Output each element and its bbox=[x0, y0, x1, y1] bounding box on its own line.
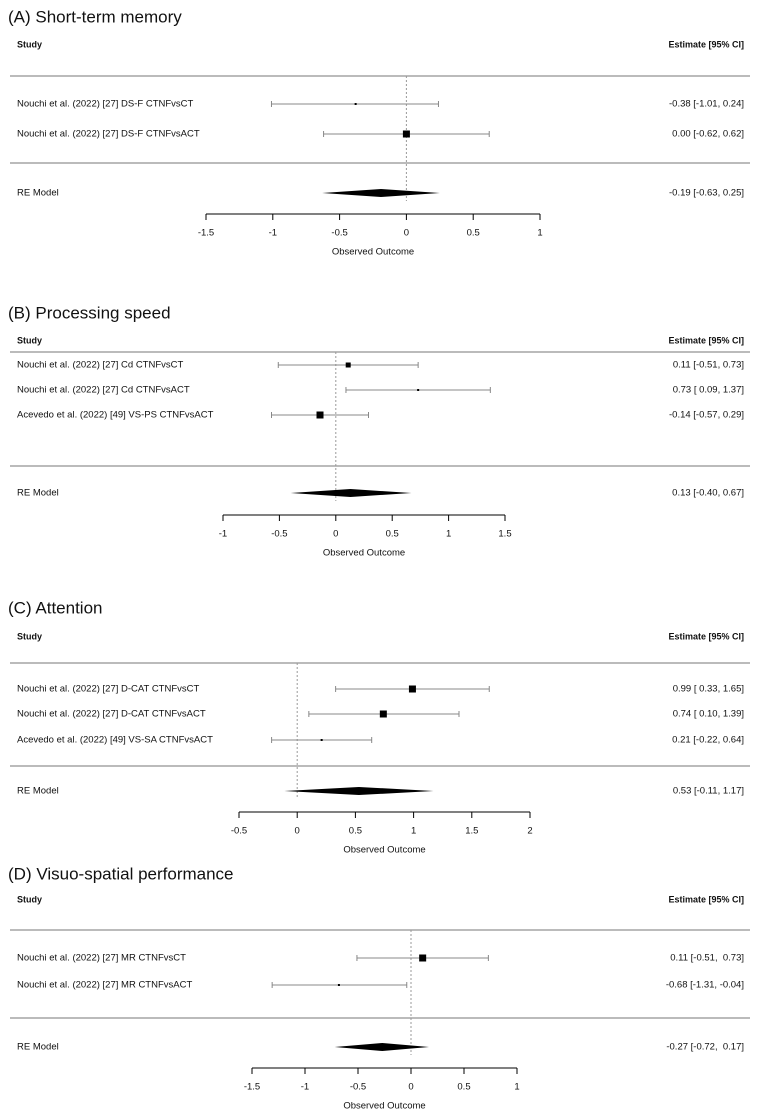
estimate-label: 0.74 [ 0.10, 1.39] bbox=[673, 709, 744, 720]
estimate-square bbox=[402, 130, 410, 138]
x-tick-label: 0.5 bbox=[386, 529, 399, 540]
study-name: Nouchi et al. (2022) [27] MR CTNFvsACT bbox=[17, 980, 192, 991]
summary-label: 0.53 [-0.11, 1.17] bbox=[673, 786, 744, 797]
estimate-label: 0.73 [ 0.09, 1.37] bbox=[673, 385, 744, 396]
estimate-square bbox=[419, 954, 427, 962]
x-axis-label: Observed Outcome bbox=[332, 247, 414, 258]
study-name: Nouchi et al. (2022) [27] DS-F CTNFvsCT bbox=[17, 99, 194, 110]
x-tick-label: -0.5 bbox=[350, 1082, 366, 1093]
summary-label: -0.27 [-0.72, 0.17] bbox=[666, 1042, 744, 1053]
estimate-label: 0.11 [-0.51, 0.73] bbox=[670, 953, 744, 964]
x-axis-label: Observed Outcome bbox=[343, 1101, 425, 1112]
x-tick-label: 0 bbox=[404, 228, 409, 239]
x-tick-label: 0.5 bbox=[457, 1082, 470, 1093]
x-tick-label: -1 bbox=[301, 1082, 309, 1093]
estimate-square bbox=[379, 710, 387, 718]
x-tick-label: 0 bbox=[295, 826, 300, 837]
summary-label: -0.19 [-0.63, 0.25] bbox=[669, 188, 744, 199]
estimate-square bbox=[345, 362, 351, 368]
summary-name: RE Model bbox=[17, 188, 59, 199]
x-tick-label: 1.5 bbox=[498, 529, 511, 540]
x-axis-label: Observed Outcome bbox=[343, 845, 425, 856]
estimate-label: 0.11 [-0.51, 0.73] bbox=[673, 360, 744, 371]
estimate-square bbox=[316, 411, 324, 419]
study-name: Nouchi et al. (2022) [27] Cd CTNFvsACT bbox=[17, 385, 190, 396]
summary-diamond bbox=[284, 787, 434, 795]
panel-title: (A) Short-term memory bbox=[8, 7, 182, 26]
study-name: Nouchi et al. (2022) [27] D-CAT CTNFvsAC… bbox=[17, 709, 206, 720]
x-tick-label: 0 bbox=[333, 529, 338, 540]
x-tick-label: -1.5 bbox=[244, 1082, 260, 1093]
summary-diamond bbox=[334, 1043, 430, 1051]
x-tick-label: 1 bbox=[411, 826, 416, 837]
estimate-label: -0.68 [-1.31, -0.04] bbox=[666, 980, 744, 991]
summary-name: RE Model bbox=[17, 1042, 59, 1053]
panel-title: (D) Visuo-spatial performance bbox=[8, 864, 234, 883]
estimate-label: 0.00 [-0.62, 0.62] bbox=[672, 129, 744, 140]
estimate-label: 0.99 [ 0.33, 1.65] bbox=[673, 684, 744, 695]
x-tick-label: 1 bbox=[446, 529, 451, 540]
x-tick-label: 1 bbox=[537, 228, 542, 239]
column-header: Study bbox=[17, 894, 42, 904]
study-name: Acevedo et al. (2022) [49] VS-SA CTNFvsA… bbox=[17, 735, 213, 746]
estimate-square bbox=[337, 984, 340, 986]
x-tick-label: -1 bbox=[219, 529, 227, 540]
estimate-square bbox=[408, 685, 416, 693]
x-tick-label: 1.5 bbox=[465, 826, 478, 837]
x-tick-label: -1 bbox=[269, 228, 277, 239]
column-header: Estimate [95% CI] bbox=[668, 39, 744, 49]
summary-name: RE Model bbox=[17, 786, 59, 797]
study-name: Nouchi et al. (2022) [27] D-CAT CTNFvsCT bbox=[17, 684, 200, 695]
column-header: Estimate [95% CI] bbox=[668, 894, 744, 904]
estimate-label: 0.21 [-0.22, 0.64] bbox=[672, 735, 744, 746]
panel-title: (C) Attention bbox=[8, 598, 103, 617]
x-tick-label: 2 bbox=[527, 826, 532, 837]
estimate-square bbox=[320, 739, 323, 741]
x-tick-label: 1 bbox=[514, 1082, 519, 1093]
column-header: Study bbox=[17, 335, 42, 345]
study-name: Nouchi et al. (2022) [27] MR CTNFvsCT bbox=[17, 953, 186, 964]
x-tick-label: 0.5 bbox=[467, 228, 480, 239]
x-tick-label: 0 bbox=[408, 1082, 413, 1093]
study-name: Nouchi et al. (2022) [27] Cd CTNFvsCT bbox=[17, 360, 184, 371]
summary-label: 0.13 [-0.40, 0.67] bbox=[672, 488, 744, 499]
x-tick-label: 0.5 bbox=[349, 826, 362, 837]
x-tick-label: -0.5 bbox=[271, 529, 287, 540]
x-tick-label: -0.5 bbox=[231, 826, 247, 837]
summary-diamond bbox=[290, 489, 412, 497]
column-header: Estimate [95% CI] bbox=[668, 631, 744, 641]
summary-name: RE Model bbox=[17, 488, 59, 499]
x-tick-label: -1.5 bbox=[198, 228, 214, 239]
study-name: Nouchi et al. (2022) [27] DS-F CTNFvsACT bbox=[17, 129, 200, 140]
summary-diamond bbox=[322, 189, 440, 197]
study-name: Acevedo et al. (2022) [49] VS-PS CTNFvsA… bbox=[17, 410, 214, 421]
x-axis-label: Observed Outcome bbox=[323, 548, 405, 559]
estimate-label: -0.38 [-1.01, 0.24] bbox=[669, 99, 744, 110]
estimate-square bbox=[354, 103, 357, 105]
x-tick-label: -0.5 bbox=[331, 228, 347, 239]
column-header: Study bbox=[17, 631, 42, 641]
column-header: Estimate [95% CI] bbox=[668, 335, 744, 345]
estimate-square bbox=[417, 389, 420, 391]
column-header: Study bbox=[17, 39, 42, 49]
panel-title: (B) Processing speed bbox=[8, 303, 171, 322]
estimate-label: -0.14 [-0.57, 0.29] bbox=[669, 410, 744, 421]
